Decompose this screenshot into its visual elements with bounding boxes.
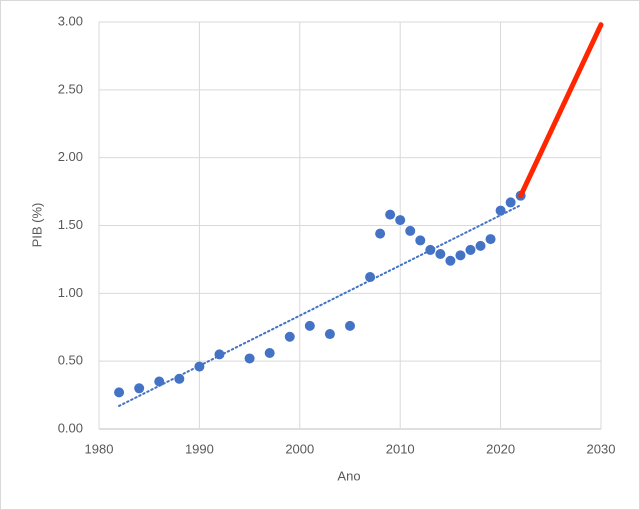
- data-point: [365, 272, 376, 283]
- data-point: [345, 320, 355, 331]
- y-axis-label: PIB (%): [29, 203, 44, 248]
- data-point: [244, 353, 255, 364]
- y-tick-label: 0.50: [58, 353, 83, 368]
- data-point: [114, 387, 125, 398]
- data-point: [134, 383, 145, 394]
- data-point: [425, 244, 436, 255]
- y-tick-label: 2.00: [58, 149, 83, 164]
- data-point: [174, 373, 185, 384]
- x-tick-label: 1980: [85, 441, 114, 456]
- data-point: [445, 255, 456, 266]
- data-point: [415, 235, 426, 246]
- x-tick-label: 2030: [587, 441, 616, 456]
- data-point: [375, 228, 386, 239]
- data-point: [304, 320, 315, 331]
- y-tick-label: 1.00: [58, 285, 83, 300]
- x-tick-label: 2020: [486, 441, 515, 456]
- data-point: [194, 361, 205, 372]
- y-tick-label: 1.50: [58, 217, 83, 232]
- x-axis-label: Ano: [337, 468, 360, 483]
- y-tick-label: 3.00: [58, 13, 83, 28]
- data-point: [264, 348, 275, 359]
- data-point: [154, 376, 165, 387]
- data-point: [485, 234, 496, 245]
- data-point: [465, 244, 476, 255]
- projection-line: [518, 22, 604, 199]
- data-point: [395, 215, 406, 226]
- data-point: [324, 329, 335, 340]
- data-point: [385, 209, 396, 220]
- data-point: [495, 205, 506, 216]
- data-point: [214, 349, 225, 360]
- x-tick-label: 2000: [285, 441, 314, 456]
- data-point: [475, 240, 486, 251]
- data-point: [505, 197, 516, 208]
- data-point: [455, 250, 466, 261]
- data-point: [405, 225, 416, 236]
- x-tick-label: 1990: [185, 441, 214, 456]
- y-tick-label: 0.00: [58, 420, 83, 435]
- x-tick-label: 2010: [386, 441, 415, 456]
- y-tick-label: 2.50: [58, 81, 83, 96]
- trend-line: [118, 204, 522, 407]
- data-point: [284, 331, 295, 342]
- data-point: [435, 248, 446, 259]
